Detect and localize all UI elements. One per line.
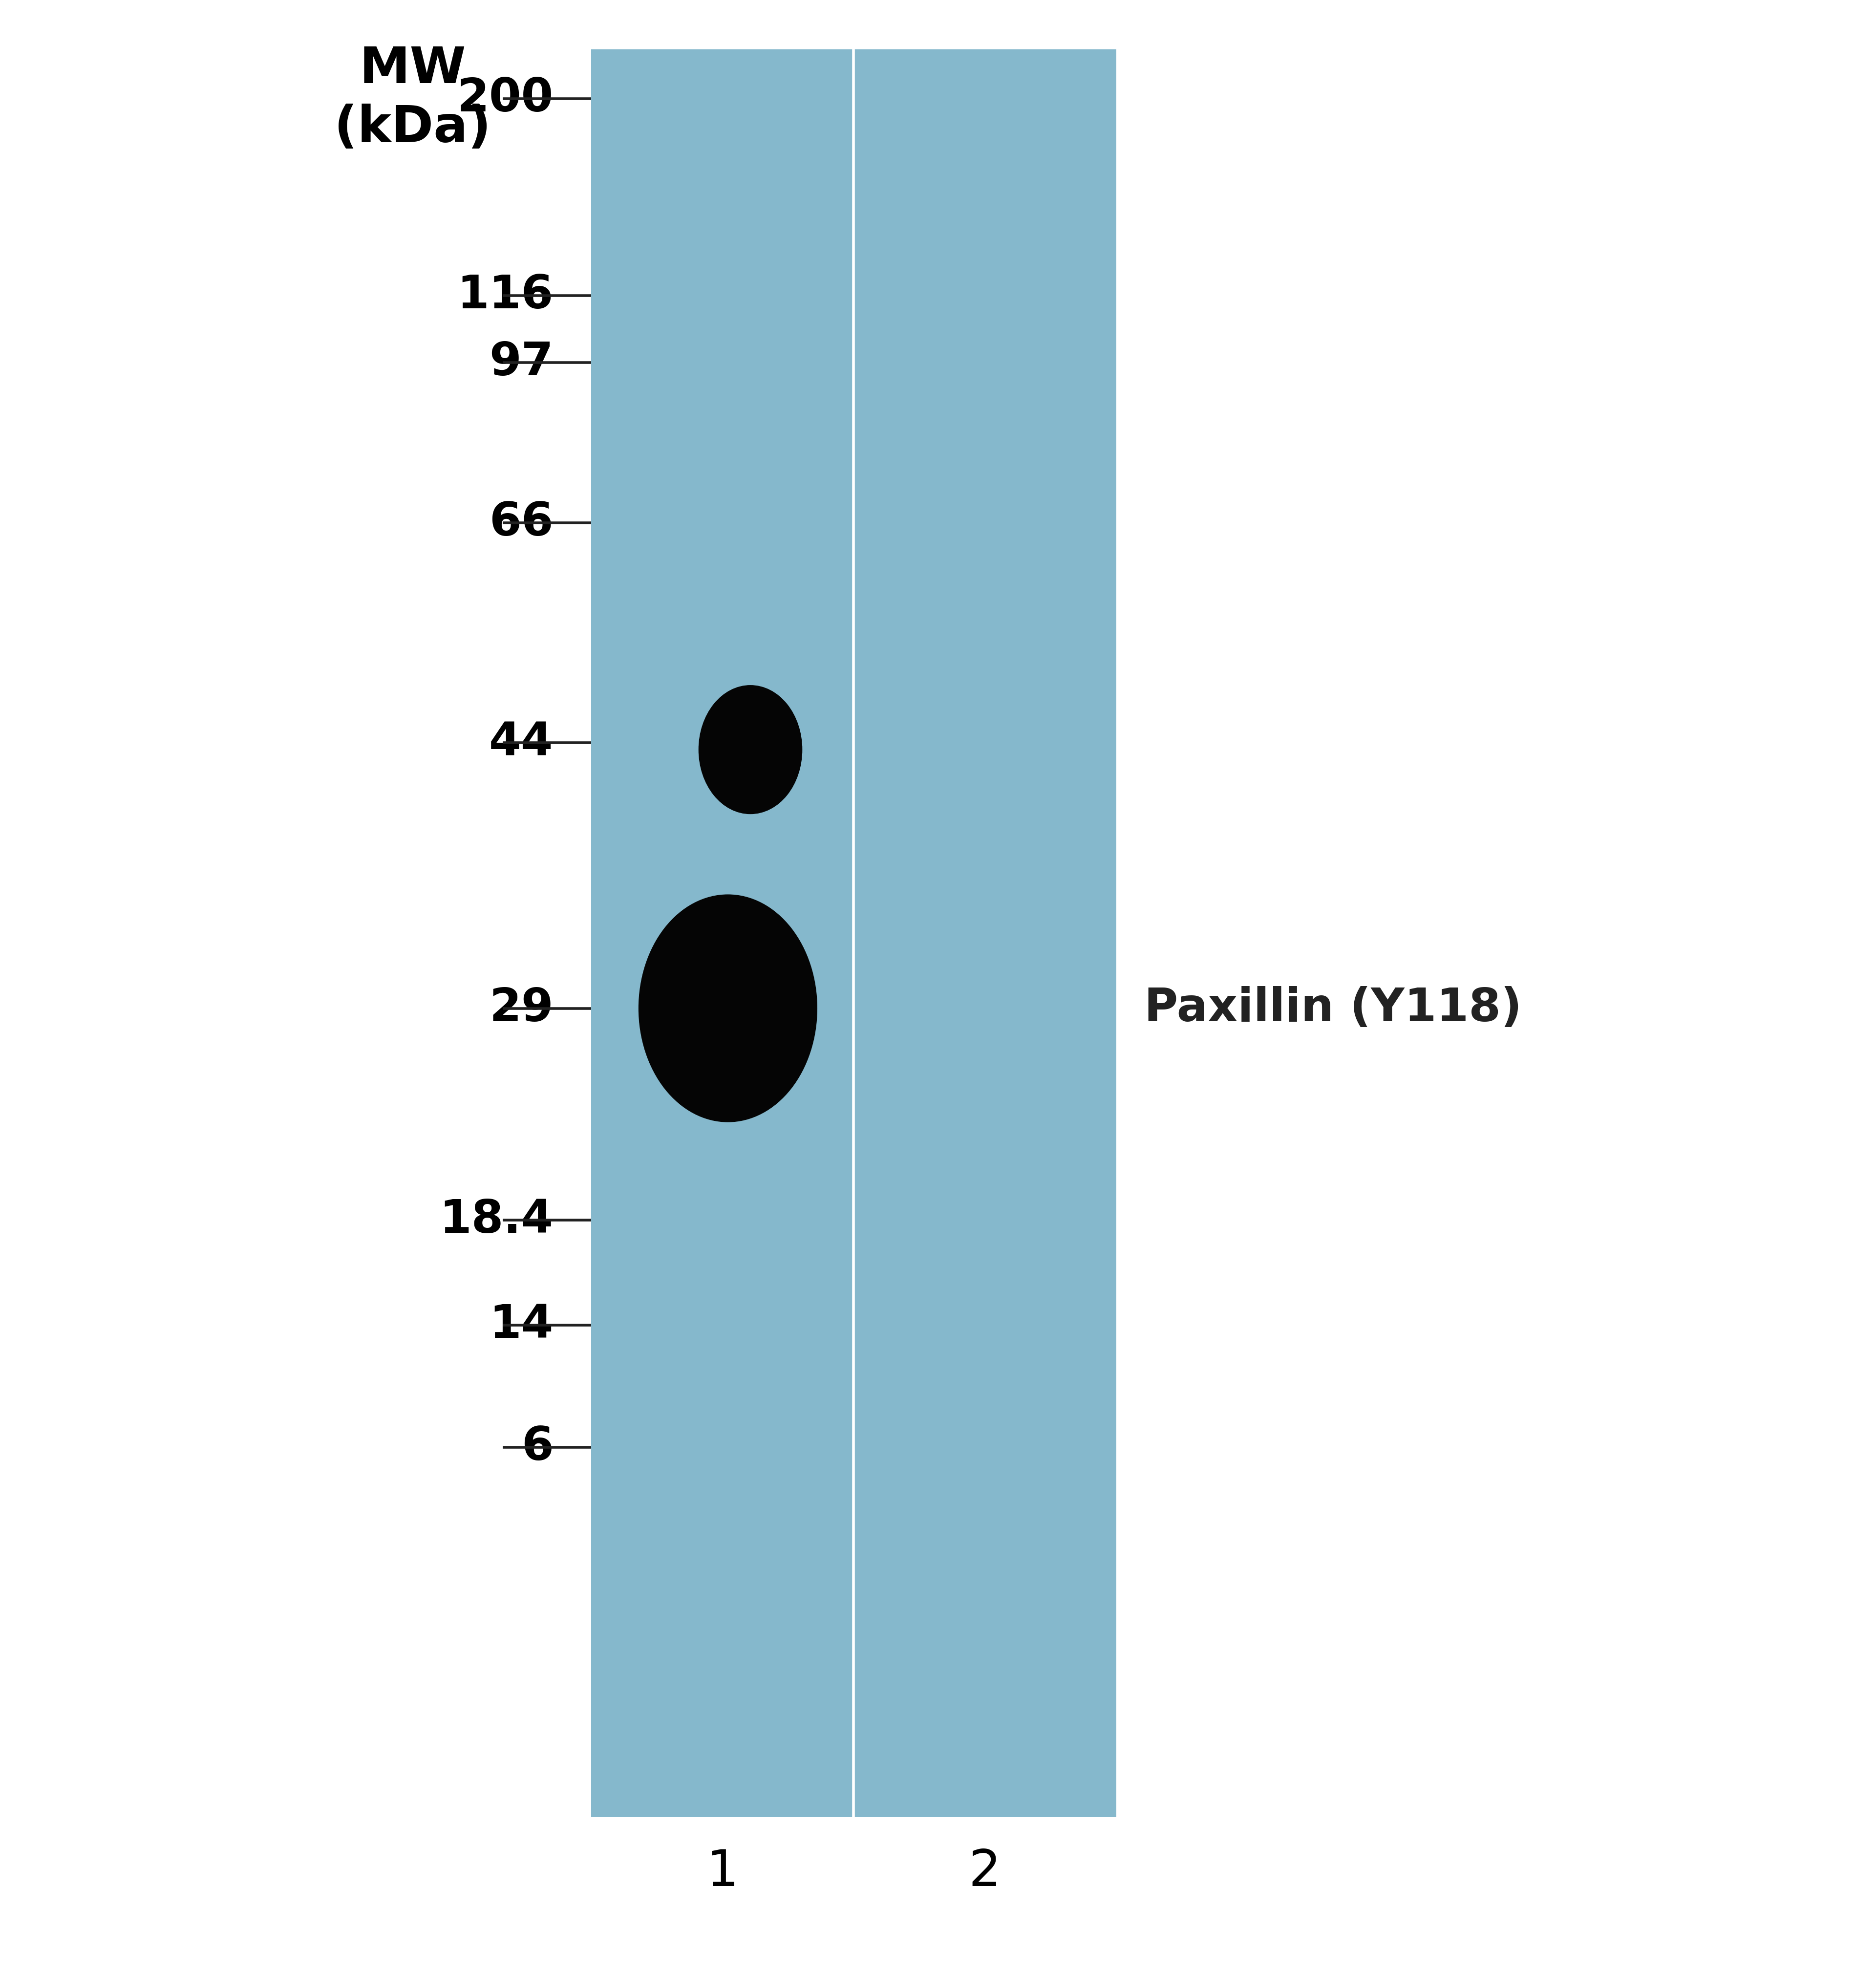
Text: 116: 116 <box>458 273 553 318</box>
Text: 97: 97 <box>490 340 553 385</box>
Bar <box>591 49 1116 1817</box>
Text: 1: 1 <box>705 1849 739 1896</box>
Text: 66: 66 <box>490 500 553 545</box>
Text: MW: MW <box>360 45 465 93</box>
Text: 2: 2 <box>968 1849 1002 1896</box>
Text: 6: 6 <box>522 1424 553 1469</box>
Text: Paxillin (Y118): Paxillin (Y118) <box>1144 986 1521 1031</box>
Text: 44: 44 <box>490 721 553 766</box>
Text: 29: 29 <box>490 986 553 1031</box>
Text: 14: 14 <box>490 1304 553 1347</box>
Ellipse shape <box>638 895 818 1122</box>
Ellipse shape <box>698 685 803 814</box>
Text: 18.4: 18.4 <box>439 1197 553 1242</box>
Text: 200: 200 <box>458 77 553 120</box>
Text: (kDa): (kDa) <box>334 105 492 152</box>
